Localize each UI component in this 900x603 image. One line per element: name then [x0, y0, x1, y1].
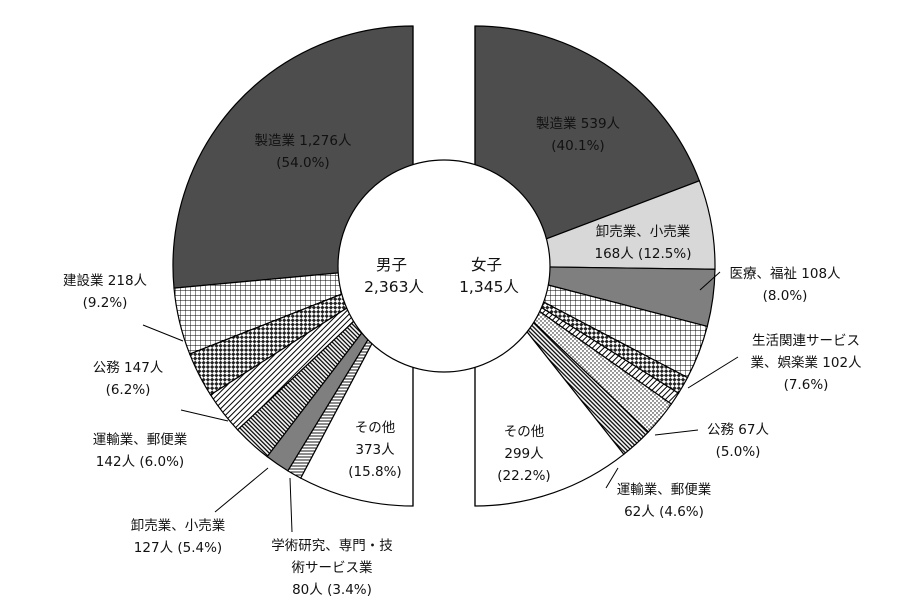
slice-label-line: (7.6%): [784, 377, 829, 393]
leader-line-female-transport: [605, 467, 619, 489]
slice-label-line: 建設業 218人: [63, 273, 148, 289]
slice-label-line: 業、娯楽業 102人: [750, 355, 862, 371]
slice-label-line: 142人 (6.0%): [96, 454, 184, 470]
slice-label-line: 医療、福祉 108人: [729, 265, 841, 282]
slice-label-f2: 医療、福祉 108人 (8.0%): [729, 265, 841, 304]
slice-label-line: (54.0%): [276, 155, 329, 171]
slice-label-f0: 製造業 539人 (40.1%): [536, 116, 621, 154]
slice-label-m3: 運輸業、郵便業 142人 (6.0%): [93, 432, 188, 470]
half-gap-bottom: [414, 382, 474, 603]
slice-label-line: 卸売業、小売業: [131, 518, 226, 534]
slice-label-line: その他: [504, 424, 545, 440]
slice-label-f3: 生活関連サービス業、娯楽業 102人 (7.6%): [750, 333, 862, 393]
slice-label-line: 168人 (12.5%): [595, 246, 692, 262]
slice-label-line: 80人 (3.4%): [292, 582, 372, 598]
leader-line-female-public: [654, 429, 699, 436]
leader-line-female-welfare: [699, 271, 721, 291]
slice-label-line: 学術研究、専門・技: [271, 538, 393, 554]
leader-line-male-public: [142, 324, 184, 342]
leader-line-male-transport: [180, 409, 229, 422]
slice-label-m2: 公務 147人 (6.2%): [93, 360, 164, 398]
slice-label-line: 127人 (5.4%): [134, 540, 222, 556]
slice-label-line: (9.2%): [83, 295, 128, 311]
slice-label-m0: 製造業 1,276人 (54.0%): [255, 133, 352, 171]
slice-label-line: (6.2%): [106, 382, 151, 398]
slice-label-line: (15.8%): [348, 464, 401, 480]
slice-label-line: 運輸業、郵便業: [617, 482, 712, 498]
slice-label-line: (40.1%): [551, 138, 604, 154]
slice-label-line: 62人 (4.6%): [624, 504, 704, 520]
slice-label-f1: 卸売業、小売業 168人 (12.5%): [595, 224, 692, 262]
slice-label-line: 術サービス業: [292, 560, 373, 576]
slice-label-line: 運輸業、郵便業: [93, 432, 188, 448]
slice-label-m7: その他 373人 (15.8%): [348, 420, 401, 480]
center-circle: [337, 159, 551, 373]
leader-line-female-lifestyle: [687, 356, 739, 389]
slice-label-line: 製造業 539人: [536, 116, 621, 132]
slice-label-m4: 卸売業、小売業 127人 (5.4%): [131, 518, 226, 556]
slice-label-line: 299人: [504, 446, 544, 462]
slice-label-line: (5.0%): [716, 444, 761, 460]
slice-label-line: 373人: [355, 442, 395, 458]
slice-label-line: 公務 67人: [707, 422, 769, 438]
slice-label-f6: 公務 67人 (5.0%): [707, 422, 769, 460]
leader-line-male-wholesale: [214, 467, 269, 513]
slice-label-line: (22.2%): [497, 468, 550, 484]
male-center-label: 男子 2,363人: [364, 256, 424, 296]
slice-label-line: その他: [355, 420, 396, 436]
slice-label-line: 生活関連サービス: [752, 333, 860, 349]
slice-label-line: 公務 147人: [93, 360, 164, 376]
female-center-label: 女子 1,345人: [459, 255, 519, 296]
slice-label-m1: 建設業 218人 (9.2%): [63, 273, 148, 311]
half-gap-top: [414, 0, 474, 150]
leader-line-male-academic: [289, 477, 293, 533]
slice-label-line: 製造業 1,276人: [255, 133, 352, 149]
slice-label-m5: 学術研究、専門・技術サービス業 80人 (3.4%): [271, 538, 393, 598]
slice-label-f8: その他 299人 (22.2%): [497, 424, 550, 484]
slice-label-f7: 運輸業、郵便業 62人 (4.6%): [617, 482, 712, 520]
slice-label-line: 卸売業、小売業: [596, 224, 691, 240]
slice-label-line: (8.0%): [763, 288, 808, 304]
